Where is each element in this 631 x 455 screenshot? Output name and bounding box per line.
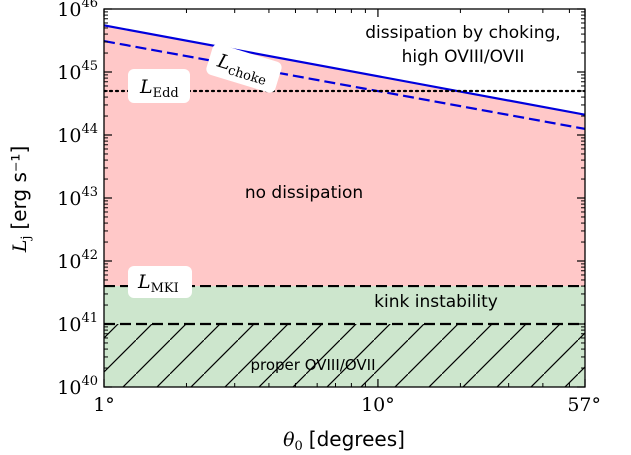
svg-text:LEdd: LEdd (139, 76, 179, 101)
y-tick-label: 1042 (57, 248, 98, 273)
y-tick-label: 1044 (57, 122, 98, 147)
y-tick-label: 1041 (57, 311, 98, 336)
x-tick-label: 1° (93, 394, 115, 416)
label-l-choke-box (206, 43, 282, 93)
label-l-edd-subscript: Edd (153, 86, 179, 101)
annotation-proper-oviii-ovii: proper OVIII/OVII (250, 356, 375, 374)
y-tick-label: 1043 (57, 185, 98, 210)
x-axis-label: θ0 [degrees] (283, 427, 405, 454)
x-tick-label: 57° (567, 394, 601, 416)
annotation-dissipation-line2: high OVIII/OVII (402, 47, 525, 67)
y-tick-label: 1046 (57, 0, 98, 21)
y-tick-label: 1045 (57, 59, 98, 84)
y-tick-label: 1040 (57, 374, 98, 399)
x-axis-label-unit: [degrees] (309, 427, 405, 451)
label-l-mki-box (128, 266, 192, 298)
label-l-mki-subscript: MKI (151, 281, 179, 296)
label-l-edd: LEdd (128, 69, 190, 103)
annotation-dissipation-line1: dissipation by choking, (365, 23, 560, 43)
series-line-l-choke-dashed (104, 39, 585, 130)
y-axis-label: Lj [erg s⁻¹] (7, 146, 34, 253)
label-l-mki: LMKI (128, 266, 192, 298)
series-line-l-choke-solid (104, 24, 585, 116)
y-axis-label-unit: [erg s⁻¹] (7, 146, 31, 230)
svg-text:LMKI: LMKI (137, 271, 179, 296)
y-axis-label-subscript: j (19, 236, 34, 242)
label-l-mki-symbol: L (137, 271, 151, 293)
y-axis-label-symbol: L (9, 240, 31, 254)
axis-ticks: 1040 1041 1042 1043 1044 1045 1046 1° 10° 57° (57, 0, 601, 416)
x-axis-label-subscript: 0 (295, 439, 303, 454)
annotation-kink-instability: kink instability (374, 292, 498, 312)
label-l-edd-box (128, 69, 190, 103)
annotation-no-dissipation: no dissipation (245, 183, 363, 203)
region-proper-oviii-ovii (104, 324, 585, 387)
label-l-choke-symbol: L (214, 50, 233, 75)
label-l-edd-symbol: L (139, 76, 153, 98)
x-axis-label-symbol: θ (283, 429, 295, 451)
x-tick-label: 10° (361, 394, 395, 416)
